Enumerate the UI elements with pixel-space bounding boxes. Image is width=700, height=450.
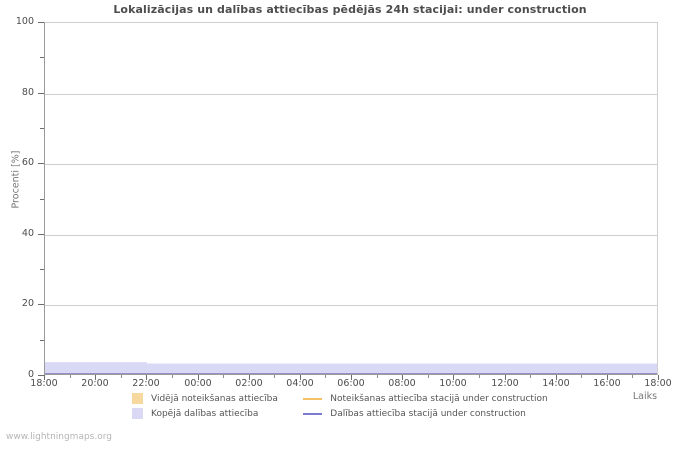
x-tick-major-0: [44, 375, 45, 380]
x-tick-minor-19: [530, 375, 531, 378]
gridline-y-40: [45, 235, 657, 236]
x-tick-label-3: 00:00: [184, 378, 212, 389]
legend-swatch-box-icon: [132, 393, 143, 404]
y-tick-major-100: [38, 22, 44, 23]
chart-title: Lokalizācijas un dalības attiecības pēdē…: [113, 3, 587, 16]
area-series-1: [45, 362, 657, 374]
x-tick-minor-21: [581, 375, 582, 378]
legend-swatch-line-icon: [303, 393, 323, 404]
plot-area: [44, 22, 658, 375]
legend-item-label: Kopējā dalības attiecība: [151, 408, 259, 419]
y-tick-minor-90: [40, 57, 44, 58]
y-tick-major-40: [38, 234, 44, 235]
legend-row: Vidējā noteikšanas attiecība Noteikšanas …: [132, 391, 602, 406]
x-tick-minor-1: [70, 375, 71, 378]
x-tick-major-22: [607, 375, 608, 380]
x-tick-label-1: 20:00: [81, 378, 109, 389]
x-tick-minor-23: [632, 375, 633, 378]
x-tick-major-2: [95, 375, 96, 380]
y-tick-minor-10: [40, 340, 44, 341]
gridline-y-60: [45, 164, 657, 165]
x-tick-major-12: [351, 375, 352, 380]
x-tick-major-8: [249, 375, 250, 380]
x-tick-major-14: [402, 375, 403, 380]
x-axis-title: Laiks: [632, 391, 658, 402]
y-tick-label-0: 0: [27, 369, 34, 380]
legend-item-label: Vidējā noteikšanas attiecība: [151, 393, 278, 404]
legend-line-glyph: [303, 397, 323, 400]
x-tick-label-4: 02:00: [235, 378, 263, 389]
legend-item-label: Dalības attiecība stacijā under construc…: [330, 408, 526, 419]
x-tick-major-20: [556, 375, 557, 380]
x-tick-minor-9: [274, 375, 275, 378]
legend-item[interactable]: Noteikšanas attiecība stacijā under cons…: [303, 393, 602, 404]
y-tick-label-40: 40: [21, 227, 34, 239]
x-tick-minor-3: [121, 375, 122, 378]
x-tick-major-6: [198, 375, 199, 380]
x-tick-minor-13: [377, 375, 378, 378]
y-tick-minor-50: [40, 199, 44, 200]
legend-item[interactable]: Dalības attiecība stacijā under construc…: [303, 408, 602, 419]
legend-row: Kopējā dalības attiecība Dalības attiecīb…: [132, 406, 602, 421]
x-tick-major-24: [658, 375, 659, 380]
x-tick-major-10: [300, 375, 301, 380]
y-axis-title: Procenti [%]: [10, 150, 22, 209]
x-tick-major-4: [146, 375, 147, 380]
legend-swatch-box-icon: [132, 408, 143, 419]
x-tick-minor-17: [479, 375, 480, 378]
x-tick-label-2: 22:00: [132, 378, 160, 389]
y-tick-minor-70: [40, 128, 44, 129]
legend-line-glyph: [303, 412, 323, 415]
x-tick-label-6: 06:00: [337, 378, 365, 389]
gridline-y-80: [45, 94, 657, 95]
x-tick-label-5: 04:00: [286, 378, 314, 389]
y-tick-label-60: 60: [21, 157, 34, 169]
x-tick-label-0: 18:00: [30, 378, 58, 389]
y-tick-major-60: [38, 163, 44, 164]
legend-item[interactable]: Kopējā dalības attiecība: [132, 408, 303, 419]
legend-item[interactable]: Vidējā noteikšanas attiecība: [132, 393, 303, 404]
y-tick-major-80: [38, 93, 44, 94]
series-layer: [45, 23, 657, 374]
y-tick-label-80: 80: [21, 86, 34, 98]
y-tick-label-20: 20: [21, 298, 34, 310]
y-tick-major-0: [38, 375, 44, 376]
x-tick-major-16: [453, 375, 454, 380]
x-tick-label-9: 12:00: [491, 378, 519, 389]
legend-item-label: Noteikšanas attiecība stacijā under cons…: [330, 393, 548, 404]
y-tick-minor-30: [40, 269, 44, 270]
watermark: www.lightningmaps.org: [6, 432, 112, 442]
series-svg: [45, 362, 657, 374]
y-tick-major-20: [38, 304, 44, 305]
y-tick-label-100: 100: [15, 16, 34, 27]
x-tick-label-10: 14:00: [542, 378, 570, 389]
x-tick-minor-5: [172, 375, 173, 378]
chart-legend: Vidējā noteikšanas attiecība Noteikšanas …: [132, 391, 602, 421]
x-tick-label-12: 18:00: [644, 378, 672, 389]
x-tick-minor-7: [223, 375, 224, 378]
x-tick-label-7: 08:00: [388, 378, 416, 389]
x-tick-minor-11: [325, 375, 326, 378]
x-tick-label-8: 10:00: [439, 378, 467, 389]
x-tick-major-18: [505, 375, 506, 380]
legend-swatch-line-icon: [303, 408, 323, 419]
gridline-y-20: [45, 305, 657, 306]
x-tick-minor-15: [428, 375, 429, 378]
x-tick-label-11: 16:00: [593, 378, 621, 389]
